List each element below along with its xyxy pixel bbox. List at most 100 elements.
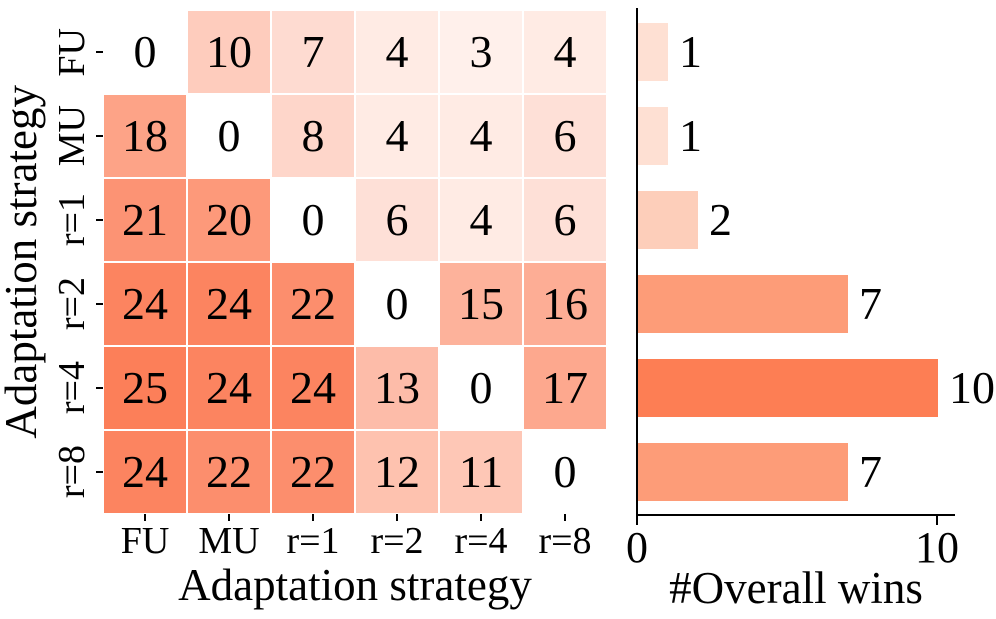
heatmap-cell: 24	[103, 262, 187, 346]
heatmap-y-tick-label: r=2	[51, 277, 93, 331]
bar-band: 1	[638, 10, 995, 94]
bar-value-label: 7	[859, 446, 882, 497]
heatmap-cell: 13	[355, 346, 439, 430]
heatmap-cell: 7	[271, 10, 355, 94]
heatmap-y-ticks: FU MU r=1 r=2 r=4 r=8	[38, 10, 103, 514]
heatmap-cell: 6	[355, 178, 439, 262]
bar-band: 1	[638, 94, 995, 178]
heatmap-cell: 24	[271, 346, 355, 430]
heatmap-cell: 15	[439, 262, 523, 346]
bar-x-tick-label-10: 10	[915, 523, 959, 572]
tick-mark	[480, 514, 482, 521]
tick-mark	[228, 514, 230, 521]
heatmap-y-tick: r=4	[38, 346, 103, 430]
heatmap-cell: 24	[103, 430, 187, 514]
bar-chart: 1 1 2 7 10 7	[638, 10, 995, 514]
bar-value-label: 2	[709, 194, 732, 245]
heatmap-y-tick-label: r=1	[51, 193, 93, 247]
bar-band: 7	[638, 262, 995, 346]
tick-mark	[96, 387, 103, 389]
heatmap-y-tick: r=8	[38, 430, 103, 514]
heatmap-y-tick-label: r=4	[51, 361, 93, 415]
tick-mark	[96, 51, 103, 53]
tick-mark	[96, 219, 103, 221]
bar	[638, 359, 938, 417]
heatmap-cell: 4	[439, 178, 523, 262]
heatmap-cell: 12	[355, 430, 439, 514]
bar-band: 2	[638, 178, 995, 262]
heatmap-y-axis-label: Adaptation strategy	[0, 85, 46, 439]
heatmap-cell: 0	[271, 178, 355, 262]
bar-x-tick-mark-10	[936, 516, 938, 525]
heatmap-y-tick: FU	[38, 10, 103, 94]
heatmap-cell: 24	[187, 346, 271, 430]
heatmap-cell: 6	[523, 178, 607, 262]
heatmap-y-tick: MU	[38, 94, 103, 178]
heatmap-x-tick-label: r=1	[286, 520, 340, 562]
bar-value-label: 1	[679, 110, 702, 161]
tick-mark	[144, 514, 146, 521]
bar-band: 7	[638, 430, 995, 514]
heatmap-y-tick-label: MU	[51, 105, 93, 167]
tick-mark	[96, 135, 103, 137]
heatmap-cell: 10	[187, 10, 271, 94]
tick-mark	[312, 514, 314, 521]
bar	[638, 23, 668, 81]
tick-mark	[564, 514, 566, 521]
heatmap-cell: 22	[271, 262, 355, 346]
heatmap-y-tick-label: FU	[51, 27, 93, 77]
heatmap-x-tick: r=1	[271, 514, 355, 562]
heatmap-cell: 0	[103, 10, 187, 94]
tick-mark	[96, 303, 103, 305]
heatmap-x-tick: r=8	[523, 514, 607, 562]
bar-band: 10	[638, 346, 995, 430]
heatmap-y-tick-label: r=8	[51, 445, 93, 499]
bar-value-label: 7	[859, 278, 882, 329]
bar-value-label: 1	[679, 26, 702, 77]
heatmap-cell: 3	[439, 10, 523, 94]
bar-value-label: 10	[949, 362, 995, 413]
heatmap-cell: 4	[355, 10, 439, 94]
heatmap-grid: 0 10 7 4 3 4 18 0 8 4 4 6 21 20 0 6 4 6 24 24 22 0 15 16 25 24 24 1…	[103, 10, 607, 514]
bar	[638, 107, 668, 165]
heatmap-x-tick: MU	[187, 514, 271, 562]
heatmap-cell: 4	[439, 94, 523, 178]
bar-x-tick-mark-0	[636, 516, 638, 525]
heatmap-cell: 16	[523, 262, 607, 346]
bar-y-axis-spine	[636, 8, 638, 516]
heatmap-x-tick-label: r=2	[370, 520, 424, 562]
heatmap-cell: 22	[187, 430, 271, 514]
heatmap-x-tick-label: MU	[198, 520, 260, 562]
heatmap-cell: 0	[523, 430, 607, 514]
bar	[638, 443, 848, 501]
heatmap-cell: 4	[523, 10, 607, 94]
heatmap-cell: 0	[187, 94, 271, 178]
heatmap-cell: 20	[187, 178, 271, 262]
heatmap-y-tick: r=2	[38, 262, 103, 346]
heatmap-y-tick: r=1	[38, 178, 103, 262]
heatmap-cell: 0	[355, 262, 439, 346]
bar	[638, 275, 848, 333]
heatmap-x-tick-label: r=4	[454, 520, 508, 562]
heatmap-cell: 24	[187, 262, 271, 346]
heatmap-cell: 8	[271, 94, 355, 178]
tick-mark	[96, 471, 103, 473]
heatmap-cell: 21	[103, 178, 187, 262]
heatmap-x-tick: FU	[103, 514, 187, 562]
heatmap-cell: 6	[523, 94, 607, 178]
tick-mark	[396, 514, 398, 521]
heatmap-x-tick: r=2	[355, 514, 439, 562]
heatmap-cell: 4	[355, 94, 439, 178]
heatmap-x-tick-label: r=8	[538, 520, 592, 562]
bar-x-axis-label: #Overall wins	[669, 563, 923, 613]
heatmap-cell: 25	[103, 346, 187, 430]
heatmap-x-ticks: FU MU r=1 r=2 r=4 r=8	[103, 514, 607, 562]
bar	[638, 191, 698, 249]
heatmap-cell: 18	[103, 94, 187, 178]
heatmap-x-tick: r=4	[439, 514, 523, 562]
heatmap-cell: 0	[439, 346, 523, 430]
bar-x-axis-spine	[636, 514, 955, 516]
heatmap-x-tick-label: FU	[120, 520, 170, 562]
heatmap-cell: 22	[271, 430, 355, 514]
heatmap-cell: 11	[439, 430, 523, 514]
